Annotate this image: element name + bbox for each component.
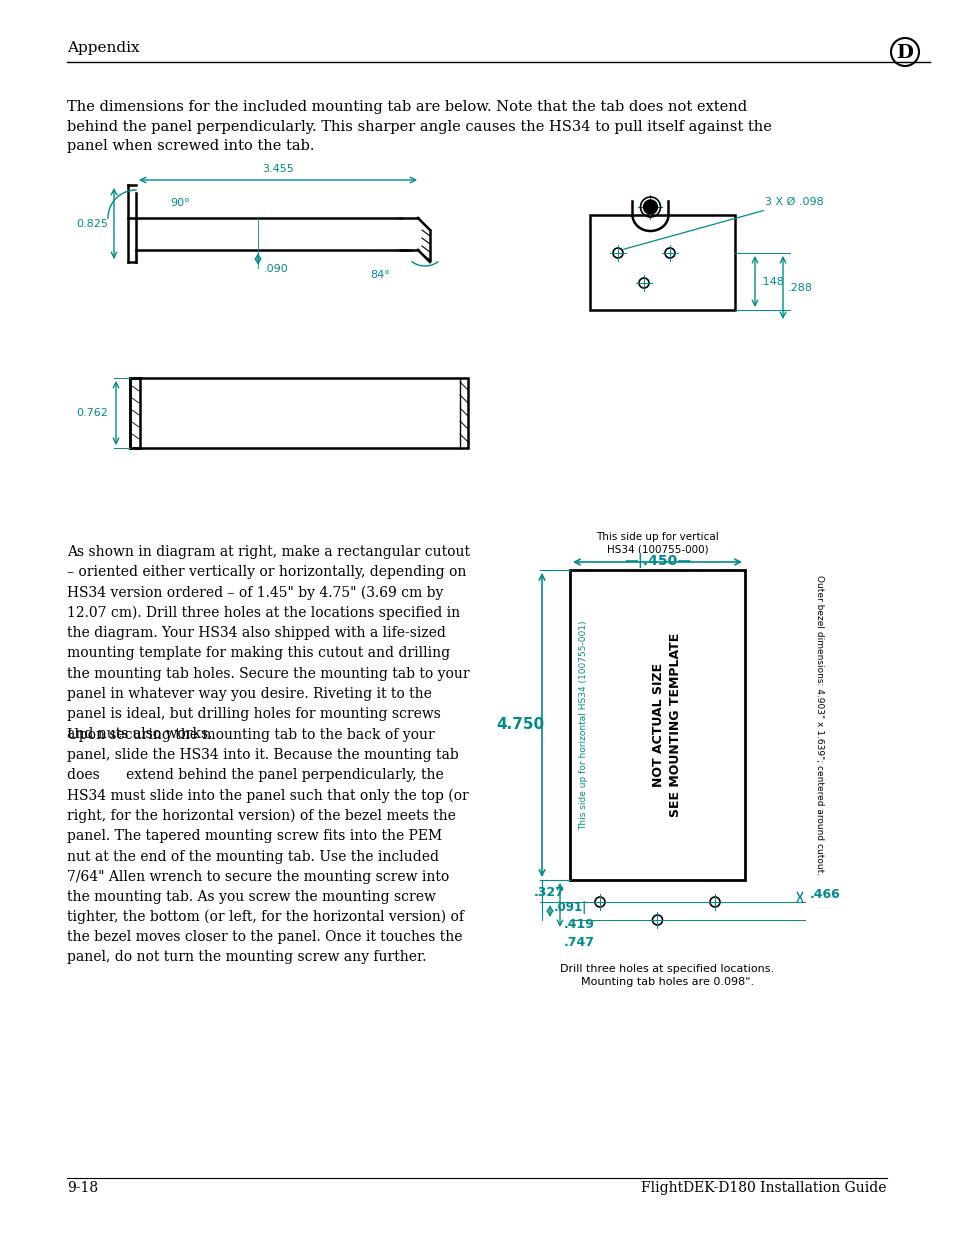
Text: .091|: .091|	[554, 902, 587, 914]
Text: As shown in diagram at right, make a rectangular cutout
– oriented either vertic: As shown in diagram at right, make a rec…	[67, 545, 470, 741]
Bar	[589, 215, 734, 310]
Text: 0.762: 0.762	[76, 408, 108, 417]
Text: 90°: 90°	[170, 198, 190, 207]
Text: HS34 (100755-000): HS34 (100755-000)	[606, 543, 707, 555]
Bar	[130, 378, 468, 448]
Text: .747: .747	[563, 936, 595, 948]
Text: —|.450—: —|.450—	[623, 555, 690, 568]
Text: .327: .327	[534, 885, 564, 899]
Text: This side up for horizontal HS34 (100755-001): This side up for horizontal HS34 (100755…	[578, 620, 588, 830]
Text: 4.750: 4.750	[496, 718, 543, 732]
Text: D: D	[896, 44, 913, 62]
Text: 3 X Ø .098: 3 X Ø .098	[623, 198, 822, 249]
Text: .090: .090	[264, 264, 289, 274]
Text: This side up for vertical: This side up for vertical	[596, 532, 719, 542]
Text: Drill three holes at specified locations.
Mounting tab holes are 0.098".: Drill three holes at specified locations…	[559, 965, 774, 987]
Text: .148: .148	[760, 277, 784, 287]
Text: NOT ACTUAL SIZE
SEE MOUNTING TEMPLATE: NOT ACTUAL SIZE SEE MOUNTING TEMPLATE	[652, 632, 681, 818]
Text: Appendix: Appendix	[67, 41, 139, 56]
Text: 0.825: 0.825	[76, 219, 108, 228]
Text: 3.455: 3.455	[262, 164, 294, 174]
Text: Outer bezel dimensions: 4.903" x 1.639"; centered around cutout.: Outer bezel dimensions: 4.903" x 1.639";…	[815, 576, 823, 876]
Text: Upon securing the mounting tab to the back of your
panel, slide the HS34 into it: Upon securing the mounting tab to the ba…	[67, 727, 468, 965]
Circle shape	[643, 200, 657, 214]
Text: .419: .419	[563, 918, 595, 931]
Bar	[569, 571, 744, 881]
Text: 84°: 84°	[370, 270, 390, 280]
Text: 9-18: 9-18	[67, 1181, 98, 1195]
Text: The dimensions for the included mounting tab are below. Note that the tab does n: The dimensions for the included mounting…	[67, 100, 771, 153]
Text: .466: .466	[809, 888, 840, 902]
Text: .288: .288	[787, 283, 812, 293]
Text: FlightDEK-D180 Installation Guide: FlightDEK-D180 Installation Guide	[640, 1181, 886, 1195]
